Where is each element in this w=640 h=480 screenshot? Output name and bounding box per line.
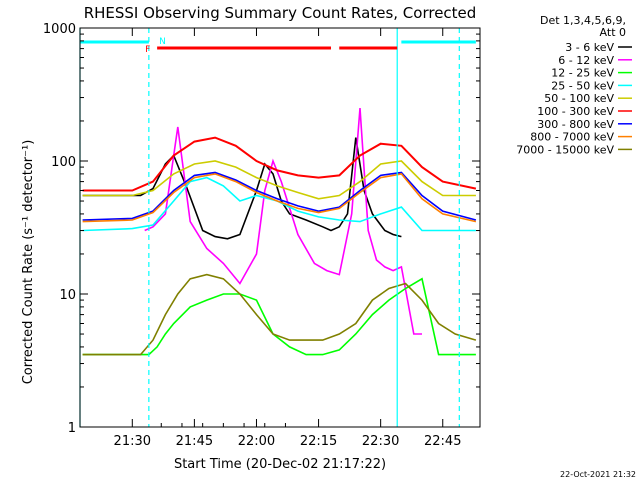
footer-date: 22-Oct-2021 21:32 [560,470,636,479]
legend-label-9: 7000 - 15000 keV [516,143,614,156]
legend-header-line: Att 0 [600,26,626,39]
legend-label-2: 6 - 12 keV [558,54,614,67]
legend-label-3: 12 - 25 keV [551,67,614,80]
y-axis-label: Corrected Count Rate (s⁻¹ detector⁻¹) [21,140,36,385]
axes: 21:30 21:45 22:00 22:15 22:30 22:45 1 10 100 1000 [43,22,481,449]
series-line-9 [82,273,477,356]
x-tick-label: 22:00 [238,434,275,449]
series-line-5 [82,160,476,200]
y-tick-label: 1000 [43,22,76,37]
x-tick-label: 21:30 [114,434,151,449]
x-tick-label: 21:45 [176,434,213,449]
x-axis-label: Start Time (20-Dec-02 21:17:22) [174,457,386,472]
flag-label-f: F [145,45,150,55]
series-line-1 [82,137,402,240]
plot-frame [79,27,481,428]
legend-label-7: 300 - 800 keV [537,118,614,131]
x-tick-label: 22:30 [362,434,399,449]
series-line-6 [82,136,477,192]
y-tick-label: 10 [59,288,76,303]
plot-area: NF [79,28,477,427]
y-tick-label: 100 [51,155,76,170]
legend-label-4: 25 - 50 keV [551,79,614,92]
flag-label-n: N [159,37,166,47]
chart-title: RHESSI Observing Summary Count Rates, Co… [84,4,477,22]
x-tick-label: 22:45 [424,434,461,449]
legend-label-1: 3 - 6 keV [565,41,614,54]
series-line-8 [82,173,477,223]
x-tick-label: 22:15 [300,434,337,449]
legend-header-line: Det 1,3,4,5,6,9, [540,14,626,27]
legend-label-5: 50 - 100 keV [544,92,614,105]
legend-label-6: 100 - 300 keV [537,105,614,118]
series-line-7 [82,171,477,221]
y-tick-label: 1 [68,421,76,436]
series-line-2 [144,108,422,335]
series-line-3 [82,277,476,356]
legend-label-8: 800 - 7000 keV [530,131,614,144]
legend-header: Det 1,3,4,5,6,9,Att 0 [540,14,626,39]
